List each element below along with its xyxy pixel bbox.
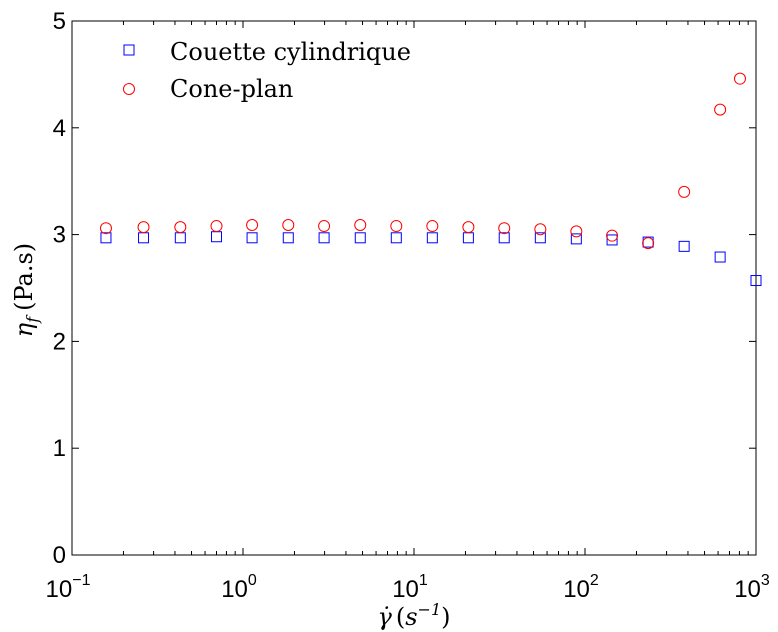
y-tick-label: 3: [53, 222, 66, 249]
cone-plan-point: [174, 221, 187, 234]
legend: Couette cylindrique Cone-plan: [123, 38, 411, 103]
cone-plan-point: [462, 221, 475, 234]
axis-ticks: [71, 20, 757, 556]
couette-point: [570, 233, 582, 245]
legend-marker-couette: [123, 44, 135, 56]
cone-plan-point: [534, 223, 547, 236]
couette-point: [282, 232, 294, 244]
cone-plan-point: [318, 220, 331, 233]
x-tick-base: 10: [392, 576, 419, 603]
cone-plan-point: [390, 220, 403, 233]
cone-plan-point: [733, 72, 746, 85]
cone-plan-point: [498, 222, 511, 235]
couette-point: [318, 232, 330, 244]
cone-plan-point: [606, 229, 619, 242]
x-tick-base: 10: [734, 576, 761, 603]
y-axis-symbol: η: [10, 322, 38, 337]
cone-plan-point: [678, 185, 691, 198]
x-tick-base: 10: [563, 576, 590, 603]
cone-plan-point: [282, 218, 295, 231]
couette-point: [100, 232, 112, 244]
x-tick-label: 10−1: [46, 572, 91, 603]
couette-point: [714, 251, 726, 263]
legend-label-couette: Couette cylindrique: [170, 38, 411, 66]
y-tick-label: 0: [53, 542, 66, 569]
x-tick-label: 101: [392, 572, 428, 603]
x-axis-paren-open: (: [396, 603, 405, 631]
x-tick-label: 103: [734, 572, 770, 603]
legend-marker-cone: [123, 83, 135, 95]
x-axis-unit-exp: −1: [418, 600, 442, 619]
x-axis-symbol: γ̇: [377, 603, 392, 631]
cone-plan-point: [354, 218, 367, 231]
couette-point: [390, 232, 402, 244]
x-tick-label: 102: [563, 572, 599, 603]
x-tick-base: 10: [46, 576, 73, 603]
y-tick-label: 4: [53, 115, 66, 142]
x-tick-labels: 10−1 100 101 102 103: [46, 572, 770, 603]
data-markers: [99, 72, 762, 287]
y-tick-label: 5: [53, 8, 66, 35]
y-axis-unit: (Pa.s): [10, 243, 38, 311]
couette-point: [534, 232, 546, 244]
x-tick-exponent: 3: [761, 572, 770, 589]
cone-plan-point: [714, 103, 727, 116]
couette-point: [426, 232, 438, 244]
y-tick-labels: 0 1 2 3 4 5: [53, 8, 66, 569]
legend-label-cone: Cone-plan: [170, 75, 293, 103]
cone-plan-point: [426, 220, 439, 233]
couette-point: [606, 234, 618, 246]
cone-plan-point: [99, 222, 112, 235]
y-tick-label: 2: [53, 328, 66, 355]
x-tick-label: 100: [221, 572, 257, 603]
x-tick-exponent: 2: [590, 572, 599, 589]
x-axis-label: γ̇ (s−1): [377, 600, 450, 631]
cone-plan-point: [210, 220, 223, 233]
couette-point: [246, 232, 258, 244]
plot-area: [71, 20, 757, 556]
couette-point: [750, 275, 762, 287]
x-axis-unit-var: s: [405, 603, 417, 631]
y-axis-label: ηf (Pa.s): [10, 243, 42, 337]
cone-plan-point: [642, 237, 655, 250]
y-tick-label: 1: [53, 435, 66, 462]
cone-plan-point: [137, 221, 150, 234]
cone-plan-point: [246, 218, 259, 231]
x-tick-exponent: 0: [248, 572, 257, 589]
y-axis-subscript: f: [23, 314, 42, 324]
cone-plan-point: [570, 225, 583, 238]
x-tick-exponent: −1: [72, 572, 90, 589]
couette-point: [678, 240, 690, 252]
couette-point: [354, 232, 366, 244]
x-tick-exponent: 1: [419, 572, 428, 589]
couette-point: [498, 232, 510, 244]
x-axis-paren-close: ): [441, 603, 450, 631]
x-tick-base: 10: [221, 576, 248, 603]
